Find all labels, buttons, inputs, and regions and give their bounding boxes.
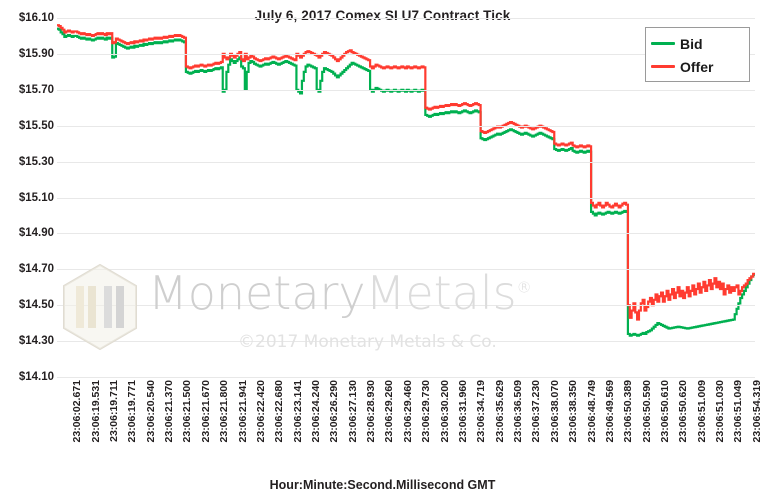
x-axis-tick-label: 23:06:29.460 <box>401 380 414 443</box>
x-axis-tick-label: 23:06:21.800 <box>218 380 231 443</box>
gridline <box>57 269 755 271</box>
x-axis-tick-label: 23:06:35.629 <box>493 380 506 443</box>
x-axis-tick-label: 23:06:29.730 <box>420 380 433 443</box>
gridlines <box>57 18 755 378</box>
x-axis-tick-label: 23:06:29.260 <box>383 380 396 443</box>
x-axis-tick-label: 23:06:28.930 <box>365 380 378 443</box>
y-axis-tick-label: $15.30 <box>18 155 54 168</box>
y-axis-tick-label: $14.70 <box>18 263 54 276</box>
gridline <box>57 125 755 127</box>
y-axis-tick-label: $15.90 <box>18 47 54 60</box>
legend-label: Bid <box>680 35 703 52</box>
x-axis-tick-label: 23:06:19.531 <box>89 380 102 443</box>
x-axis-tick-label: 23:06:31.960 <box>456 380 469 443</box>
x-axis-tick-label: 23:06:38.350 <box>567 380 580 443</box>
gridline <box>57 89 755 91</box>
y-axis-tick-label: $16.10 <box>18 12 54 24</box>
x-axis-tick-label: 23:06:21.670 <box>199 380 212 443</box>
gridline <box>57 18 755 19</box>
y-axis-tick-label: $14.90 <box>18 227 54 240</box>
x-axis-tick-label: 23:06:22.420 <box>254 380 267 443</box>
legend-label: Offer <box>680 58 714 75</box>
legend-item: Bid <box>651 32 743 55</box>
x-axis-tick-label: 23:06:22.680 <box>273 380 286 443</box>
x-axis-tick-label: 23:06:51.049 <box>732 380 745 443</box>
y-axis-tick-label: $15.70 <box>18 83 54 96</box>
x-axis-tick-label: 23:06:50.620 <box>677 380 690 443</box>
chart-legend: Bid Offer <box>645 27 750 82</box>
x-axis-tick-label: 23:06:38.070 <box>548 380 561 443</box>
x-axis-tick-label: 23:06:37.230 <box>530 380 543 443</box>
x-axis-tick-label: 23:06:51.030 <box>714 380 727 443</box>
gridline <box>57 197 755 199</box>
legend-color-swatch <box>651 42 675 45</box>
gridline <box>57 341 755 343</box>
x-axis-tick-label: 23:06:30.200 <box>438 380 451 443</box>
x-axis-tick-label: 23:06:23.141 <box>291 380 304 443</box>
x-axis-tick-label: 23:06:02.671 <box>71 380 84 443</box>
x-axis-tick-label: 23:06:21.941 <box>236 380 249 443</box>
x-axis-tick-label: 23:06:51.009 <box>695 380 708 443</box>
x-axis-tick-label: 23:06:36.509 <box>512 380 525 443</box>
gridline <box>57 53 755 55</box>
x-axis-tick-label: 23:06:49.569 <box>603 380 616 443</box>
legend-item: Offer <box>651 55 743 78</box>
y-axis-tick-label: $14.10 <box>18 371 54 383</box>
x-axis-tick-label: 23:06:24.240 <box>309 380 322 443</box>
gridline <box>57 161 755 163</box>
series-line-offer <box>57 24 755 321</box>
x-axis-labels: 23:06:02.671 23:06:19.531 23:06:19.711 23:0… <box>57 380 763 472</box>
y-axis-tick-label: $15.50 <box>18 119 54 132</box>
x-axis-tick-label: 23:06:19.711 <box>107 380 120 442</box>
legend-color-swatch <box>651 65 675 68</box>
x-axis-tick-label: 23:06:50.610 <box>658 380 671 443</box>
x-axis-tick-label: 23:06:50.389 <box>622 380 635 443</box>
x-axis-tick-label: 23:06:27.130 <box>346 380 359 443</box>
x-axis-tick-label: 23:06:54.319 <box>750 380 763 443</box>
y-axis-tick-label: $15.10 <box>18 191 54 204</box>
x-axis-tick-label: 23:06:20.540 <box>144 380 157 443</box>
y-axis-tick-label: $14.30 <box>18 335 54 348</box>
x-axis-tick-label: 23:06:26.290 <box>328 380 341 443</box>
y-axis-tick-label: $14.50 <box>18 299 54 312</box>
x-axis-title: Hour:Minute:Second.Millisecond GMT <box>269 478 496 492</box>
x-axis-tick-label: 23:06:34.719 <box>475 380 488 443</box>
x-axis-tick-label: 23:06:21.370 <box>163 380 176 443</box>
gridline <box>57 305 755 307</box>
x-axis-tick-label: 23:06:48.749 <box>585 380 598 443</box>
x-axis-tick-label: 23:06:50.590 <box>640 380 653 443</box>
x-axis-tick-label: 23:06:21.500 <box>181 380 194 443</box>
x-axis-tick-label: 23:06:19.771 <box>126 380 139 443</box>
gridline <box>57 377 755 378</box>
gridline <box>57 233 755 235</box>
